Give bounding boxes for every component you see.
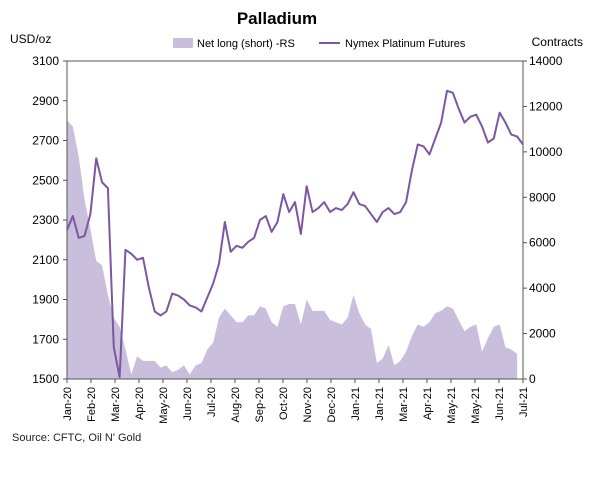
x-tick-label: Jul-20	[206, 387, 218, 417]
x-tick-label: Oct-20	[278, 387, 290, 420]
x-tick-label: Apr-20	[134, 387, 146, 420]
left-tick-label: 2500	[32, 173, 59, 187]
x-tick-label: Feb-20	[86, 387, 98, 422]
x-tick-label: Jun-20	[182, 387, 194, 421]
x-tick-label: Mar-20	[110, 387, 122, 422]
left-tick-label: 1700	[32, 332, 59, 346]
left-tick-label: 1900	[32, 293, 59, 307]
x-tick-label: May-21	[446, 387, 458, 424]
right-tick-label: 14000	[529, 54, 563, 68]
right-tick-label: 6000	[529, 236, 556, 250]
right-tick-label: 4000	[529, 281, 556, 295]
legend-swatch-net-long	[173, 38, 193, 48]
x-tick-label: Aug-20	[230, 387, 242, 422]
x-tick-label: Jan-21	[350, 387, 362, 421]
left-tick-label: 3100	[32, 54, 59, 68]
left-tick-label: 2300	[32, 213, 59, 227]
x-tick-label: Apr-21	[422, 387, 434, 420]
series-area-net-long	[67, 120, 518, 379]
x-tick-label: Jun-21	[494, 387, 506, 421]
x-tick-label: May-21	[470, 387, 482, 424]
right-tick-label: 10000	[529, 145, 563, 159]
x-tick-label: Jan-21	[374, 387, 386, 421]
left-tick-label: 2100	[32, 253, 59, 267]
x-tick-label: Jul-21	[518, 387, 530, 417]
x-tick-label: Jan-20	[62, 387, 74, 421]
x-tick-label: Dec-20	[326, 387, 338, 422]
right-axis-unit: Contracts	[532, 35, 583, 49]
legend-label-platinum: Nymex Platinum Futures	[345, 38, 466, 50]
right-tick-label: 0	[529, 372, 536, 386]
x-tick-label: May-20	[158, 387, 170, 424]
right-tick-label: 2000	[529, 327, 556, 341]
left-tick-label: 1500	[32, 372, 59, 386]
left-tick-label: 2900	[32, 94, 59, 108]
source-note: Source: CFTC, Oil N' Gold	[12, 432, 142, 444]
legend-label-net-long: Net long (short) -RS	[197, 38, 295, 50]
left-tick-label: 2700	[32, 134, 59, 148]
left-axis-unit: USD/oz	[10, 32, 51, 46]
right-tick-label: 8000	[529, 190, 556, 204]
x-tick-label: Sep-20	[254, 387, 266, 422]
x-tick-label: Nov-20	[302, 387, 314, 422]
right-tick-label: 12000	[529, 99, 563, 113]
series-line-platinum	[66, 89, 524, 379]
x-tick-label: Mar-21	[398, 387, 410, 422]
chart-title: Palladium	[237, 9, 317, 28]
